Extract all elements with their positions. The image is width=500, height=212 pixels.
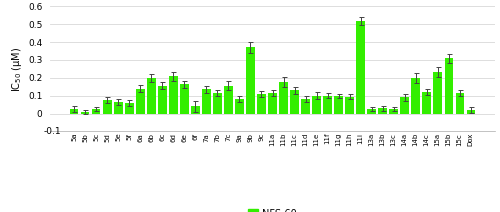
Bar xyxy=(466,110,475,114)
Bar xyxy=(158,86,166,114)
Bar xyxy=(412,78,420,114)
Bar xyxy=(148,78,156,114)
Bar xyxy=(346,97,354,114)
Bar xyxy=(268,93,276,114)
Legend: NFS-60: NFS-60 xyxy=(248,209,296,212)
Bar xyxy=(280,82,287,114)
Bar xyxy=(400,98,408,114)
Bar xyxy=(214,93,222,114)
Bar xyxy=(334,96,342,114)
Bar xyxy=(390,109,398,114)
Bar xyxy=(136,89,144,114)
Bar xyxy=(192,106,200,114)
Bar xyxy=(368,109,376,114)
Text: -0.1: -0.1 xyxy=(44,127,61,136)
Bar xyxy=(456,93,464,114)
Bar xyxy=(312,96,320,114)
Bar xyxy=(324,96,332,114)
Bar xyxy=(236,99,244,114)
Bar xyxy=(378,108,386,114)
Bar xyxy=(114,102,122,114)
Bar xyxy=(202,89,210,114)
Y-axis label: IC$_{50}$ (μM): IC$_{50}$ (μM) xyxy=(10,46,24,92)
Bar xyxy=(224,86,232,114)
Bar xyxy=(422,92,430,114)
Bar xyxy=(180,84,188,114)
Bar xyxy=(126,103,134,114)
Bar xyxy=(170,76,177,114)
Bar xyxy=(104,100,112,114)
Bar xyxy=(246,47,254,114)
Bar xyxy=(70,109,78,114)
Bar xyxy=(290,90,298,114)
Bar xyxy=(302,99,310,114)
Bar xyxy=(92,109,100,114)
Bar xyxy=(356,21,364,114)
Bar xyxy=(258,94,266,114)
Bar xyxy=(434,72,442,114)
Bar xyxy=(81,112,90,114)
Bar xyxy=(444,58,453,114)
